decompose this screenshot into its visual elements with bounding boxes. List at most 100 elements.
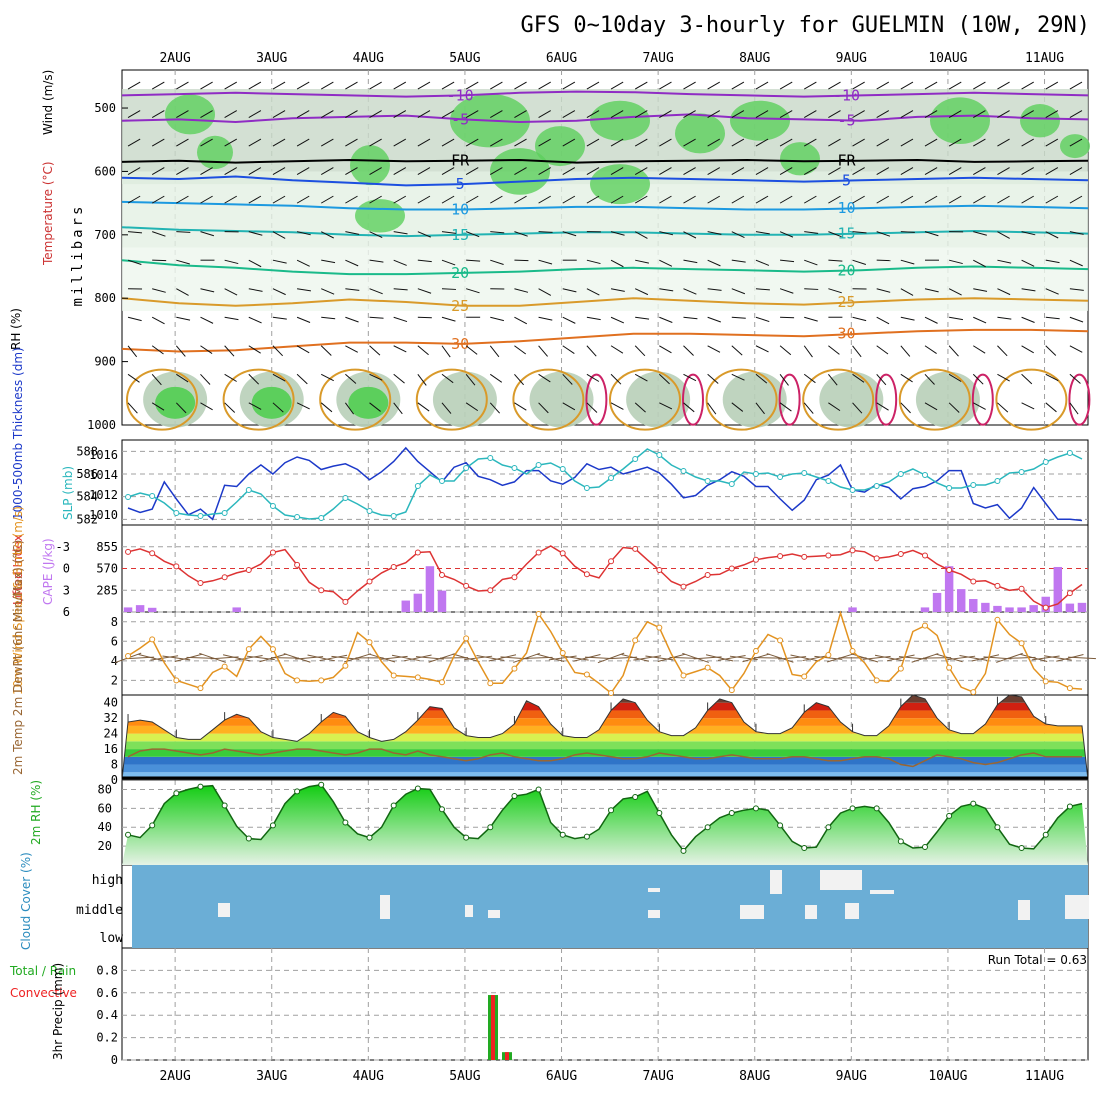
lifted-point [680, 583, 687, 590]
wind-barb [876, 138, 890, 147]
wind-barb [852, 138, 865, 147]
wind-barb [538, 316, 553, 321]
rh-lowblob [915, 371, 980, 428]
wind-speed-point [632, 637, 639, 644]
wind-barb [562, 345, 575, 355]
wind-barb [900, 373, 913, 383]
wind-barb [876, 167, 890, 176]
wind-barb [1045, 195, 1059, 204]
wind-barb-10m [548, 655, 577, 661]
wind-barb [659, 345, 672, 354]
wind-barb [296, 345, 310, 354]
wind-barb [900, 110, 914, 118]
wind-barb [804, 316, 818, 322]
rh-point [487, 824, 494, 831]
cape-bar [437, 590, 447, 612]
wind-barb-10m [573, 654, 601, 662]
wind-barb [586, 110, 600, 118]
slp-point [414, 483, 421, 489]
wind-barb [272, 316, 287, 320]
wind-barb [586, 373, 600, 382]
wind-barb [369, 288, 383, 295]
wind-barb [417, 231, 431, 238]
wind-barb [393, 195, 407, 204]
wind-barb [900, 316, 915, 321]
wind-barb [924, 373, 935, 385]
wind-barb [876, 195, 890, 204]
wind-barb [345, 195, 358, 204]
wind-barb [586, 81, 600, 90]
cape-bar [135, 605, 145, 612]
wind-speed-point [197, 685, 204, 692]
lifted-cape-panel: -3 0 3 6 855 570 285 [56, 540, 1088, 619]
wind-barb-10m [138, 654, 166, 662]
wind-barb-10m [222, 654, 251, 662]
rh-tick: 20 [98, 839, 112, 853]
wind-barb [417, 373, 427, 386]
lifted-point [535, 549, 542, 556]
date-label-top: 10AUG [928, 51, 967, 66]
wind-barb [876, 110, 890, 118]
wind-barb [176, 316, 191, 321]
wind-barb [924, 110, 938, 118]
slp-point [269, 503, 276, 509]
wind-barb [828, 402, 841, 412]
date-label-bottom: 7AUG [642, 1069, 673, 1084]
wind-barb [248, 81, 262, 90]
wind-barb [731, 316, 746, 319]
rh-lowblob [819, 371, 884, 428]
wind-barb [272, 345, 284, 357]
wind-barb [562, 110, 576, 118]
wind-barb [707, 259, 721, 267]
wind-speed-point [752, 648, 759, 655]
wind-barb [1021, 288, 1036, 292]
wind-tick: 6 [111, 634, 118, 648]
rh-lowblob [626, 371, 691, 428]
rh-blob [355, 199, 405, 233]
wind-barb [248, 195, 262, 204]
wind-barb [417, 259, 432, 263]
rh-blob [675, 113, 725, 154]
wind-tick: 8 [111, 615, 118, 629]
wind-barb [731, 231, 745, 239]
slp-point [752, 471, 759, 477]
temp-contour-label: 10 [451, 200, 469, 218]
wind-barb [248, 231, 263, 236]
wind-speed-point [487, 680, 494, 687]
slp-point [728, 481, 735, 487]
pressure-tick: 500 [94, 101, 116, 115]
wind-barb [997, 259, 1012, 264]
wind-barb [200, 373, 211, 385]
wind-barb [490, 259, 504, 265]
wind-barb [441, 316, 456, 322]
wind-barb [659, 231, 674, 236]
wind-speed-point [463, 635, 470, 642]
slp-point [511, 465, 518, 471]
wind-speed-point [897, 665, 904, 672]
wind-barb [586, 138, 600, 147]
wind-barb [610, 373, 622, 385]
cape-bar [232, 607, 241, 612]
wind-barb [514, 110, 527, 118]
cloud-patch [1065, 895, 1089, 919]
wind-barb [972, 373, 984, 385]
wind-barb [127, 316, 142, 322]
cape-bar [932, 592, 942, 612]
wind-barb [1021, 345, 1034, 354]
pressure-tick: 1000 [87, 418, 116, 432]
slp-point [632, 456, 639, 462]
rh-point [777, 822, 784, 829]
rh-point [149, 822, 156, 829]
wind-barb [514, 231, 528, 237]
slp-point [1018, 469, 1025, 475]
wind-barb [538, 138, 551, 147]
rh-point [269, 822, 276, 829]
cloud-patch [820, 870, 862, 890]
wind-speed-point [221, 663, 228, 670]
slp-line [127, 448, 1083, 520]
wind-barb [272, 110, 286, 118]
wind-barb [224, 316, 239, 321]
wind-barb [465, 288, 480, 294]
wind-barb [393, 316, 408, 323]
wind-barb [634, 110, 648, 118]
